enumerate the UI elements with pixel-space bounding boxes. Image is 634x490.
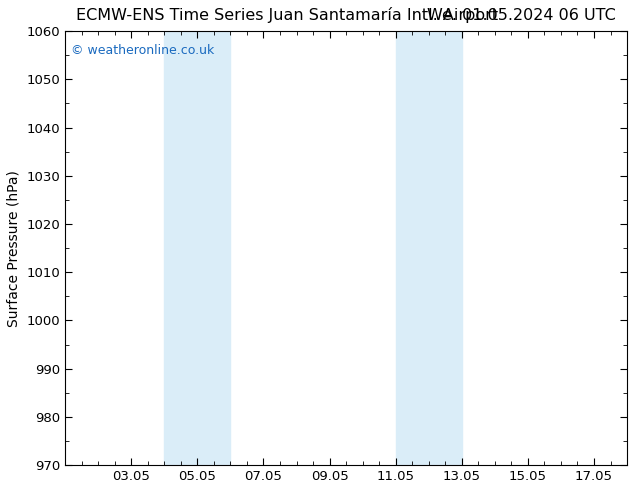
Y-axis label: Surface Pressure (hPa): Surface Pressure (hPa) [7, 170, 21, 326]
Bar [164, 31, 230, 465]
Bar [396, 31, 462, 465]
Text: ECMW-ENS Time Series Juan Santamaría Intl. Airport: ECMW-ENS Time Series Juan Santamaría Int… [76, 7, 498, 23]
Text: We. 01.05.2024 06 UTC: We. 01.05.2024 06 UTC [427, 8, 616, 23]
Text: © weatheronline.co.uk: © weatheronline.co.uk [71, 44, 214, 57]
